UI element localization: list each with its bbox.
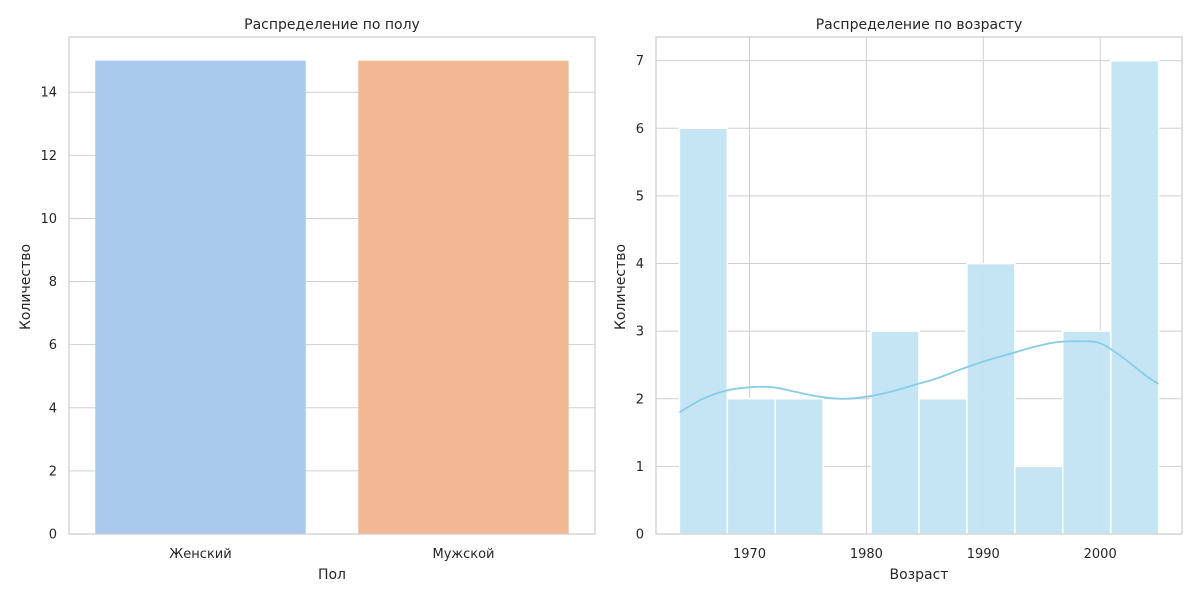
age-y-tick-label: 4 xyxy=(636,257,644,272)
age-y-tick-label: 7 xyxy=(636,54,644,69)
gender-y-tick-label: 12 xyxy=(40,149,57,164)
age-x-tick-label: 1990 xyxy=(967,547,1000,562)
age-histogram-bar xyxy=(678,127,729,535)
gender-x-ticks: Женский Мужской xyxy=(169,547,494,562)
age-histogram-bar xyxy=(966,262,1016,535)
age-y-tick-label: 3 xyxy=(636,325,644,340)
age-kde-line xyxy=(678,340,1160,414)
age-histogram-bar xyxy=(1109,59,1160,535)
age-y-tick-label: 1 xyxy=(636,460,644,475)
age-x-axis-label: Возраст xyxy=(890,567,949,583)
gender-y-tick-label: 2 xyxy=(49,464,57,479)
age-histogram-bar xyxy=(726,398,776,535)
age-x-tick-label: 1980 xyxy=(850,547,883,562)
gender-y-tick-label: 4 xyxy=(49,401,57,416)
age-histogram-bar xyxy=(918,398,968,535)
gender-bars xyxy=(95,60,569,535)
gender-x-tick-label: Женский xyxy=(169,547,231,562)
gender-x-tick-label: Мужской xyxy=(432,547,494,562)
age-y-axis-label: Количество xyxy=(613,244,629,330)
gender-plot-frame xyxy=(68,36,596,535)
gender-x-axis-label: Пол xyxy=(318,567,346,583)
age-x-tick-label: 1970 xyxy=(733,547,766,562)
age-y-tick-label: 0 xyxy=(636,528,644,543)
age-histogram-bar xyxy=(774,398,824,535)
age-y-ticks: 0 1 2 3 4 5 6 7 xyxy=(636,54,644,542)
gender-chart: 0 2 4 6 8 10 12 14 Женский Мужской Распределение… xyxy=(18,17,596,583)
age-histogram-bar xyxy=(1062,330,1112,535)
gender-y-axis-label: Количество xyxy=(18,244,34,330)
gender-y-tick-label: 10 xyxy=(40,212,57,227)
age-histogram-bar xyxy=(870,330,920,535)
age-chart: 0 1 2 3 4 5 6 7 1970 1980 1990 2000 Распределение … xyxy=(613,17,1183,583)
age-y-tick-label: 2 xyxy=(636,392,644,407)
gender-y-ticks: 0 2 4 6 8 10 12 14 xyxy=(40,86,57,543)
gender-chart-title: Распределение по полу xyxy=(244,17,420,33)
age-y-tick-label: 6 xyxy=(636,122,644,137)
age-chart-title: Распределение по возрасту xyxy=(816,17,1023,33)
gender-bar xyxy=(95,60,306,535)
gender-y-tick-label: 14 xyxy=(40,86,57,101)
age-histogram-bar xyxy=(1014,465,1064,535)
age-histogram-bars xyxy=(678,59,1160,535)
gender-y-tick-label: 6 xyxy=(49,338,57,353)
age-x-ticks: 1970 1980 1990 2000 xyxy=(733,547,1117,562)
gender-y-tick-label: 8 xyxy=(49,275,57,290)
age-x-tick-label: 2000 xyxy=(1084,547,1117,562)
age-y-tick-label: 5 xyxy=(636,189,644,204)
gender-y-tick-label: 0 xyxy=(49,528,57,543)
age-plot-frame xyxy=(655,36,1183,535)
gender-bar xyxy=(358,60,569,535)
